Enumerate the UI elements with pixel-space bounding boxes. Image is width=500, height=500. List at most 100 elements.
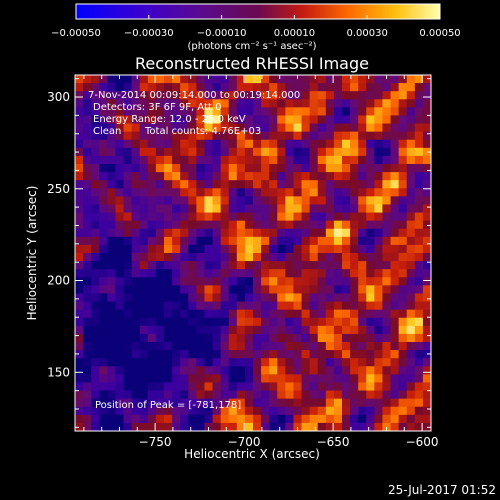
heatmap-cell	[123, 244, 133, 254]
heatmap-cell	[414, 422, 424, 431]
heatmap-cell	[204, 317, 214, 327]
heatmap-cell	[261, 244, 270, 254]
heatmap-cell	[139, 107, 149, 117]
heatmap-cell	[261, 180, 270, 189]
heatmap-cell	[115, 390, 125, 400]
heatmap-cell	[123, 91, 133, 100]
heatmap-cell	[253, 285, 262, 295]
heatmap-cell	[204, 390, 214, 400]
heatmap-cell	[333, 333, 343, 343]
heatmap-cell	[382, 220, 392, 230]
heatmap-cell	[382, 155, 392, 165]
heatmap-cell	[99, 293, 108, 303]
heatmap-cell	[172, 139, 181, 149]
heatmap-cell	[123, 301, 133, 311]
heatmap-cell	[107, 123, 117, 133]
heatmap-cell	[83, 422, 92, 431]
heatmap-cell	[333, 196, 343, 206]
heatmap-cell	[244, 180, 254, 189]
heatmap-cell	[228, 220, 238, 230]
heatmap-cell	[220, 83, 230, 92]
heatmap-cell	[406, 228, 416, 238]
heatmap-cell	[131, 244, 141, 254]
heatmap-cell	[390, 107, 400, 117]
heatmap-cell	[228, 301, 238, 311]
heatmap-cell	[139, 147, 149, 157]
heatmap-cell	[196, 301, 206, 311]
heatmap-cell	[382, 139, 392, 149]
heatmap-cell	[309, 99, 319, 108]
heatmap-cell	[172, 196, 181, 206]
heatmap-cell	[422, 309, 431, 319]
heatmap-cell	[131, 261, 141, 270]
heatmap-cell	[228, 172, 238, 181]
heatmap-cell	[261, 115, 270, 125]
heatmap-cell	[236, 325, 246, 335]
heatmap-cell	[75, 406, 84, 416]
heatmap-cell	[107, 131, 117, 141]
heatmap-cell	[196, 123, 206, 133]
heatmap-cell	[147, 366, 157, 375]
heatmap-cell	[293, 293, 303, 303]
heatmap-cell	[220, 115, 230, 125]
heatmap-cell	[147, 147, 157, 157]
heatmap-cell	[147, 390, 157, 400]
heatmap-cell	[244, 228, 254, 238]
heatmap-cell	[172, 350, 181, 359]
heatmap-cell	[414, 366, 424, 375]
heatmap-cell	[244, 390, 254, 400]
heatmap-cell	[366, 382, 375, 392]
heatmap-cell	[398, 91, 408, 100]
heatmap-cell	[301, 422, 311, 431]
heatmap-cell	[366, 253, 375, 262]
heatmap-cell	[293, 115, 303, 125]
heatmap-cell	[228, 285, 238, 295]
heatmap-cell	[91, 390, 100, 400]
heatmap-cell	[253, 236, 262, 246]
heatmap-cell	[285, 390, 295, 400]
heatmap-cell	[107, 236, 117, 246]
heatmap-cell	[147, 196, 157, 206]
heatmap-cell	[358, 139, 367, 149]
heatmap-cell	[75, 390, 84, 400]
heatmap-cell	[164, 382, 173, 392]
heatmap-cell	[293, 99, 303, 108]
heatmap-cell	[253, 155, 262, 165]
heatmap-cell	[350, 212, 359, 222]
heatmap-cell	[123, 382, 133, 392]
heatmap-cell	[325, 253, 335, 262]
heatmap-cell	[107, 220, 117, 230]
heatmap-cell	[285, 99, 295, 108]
heatmap-cell	[390, 180, 400, 189]
heatmap-cell	[253, 414, 262, 424]
heatmap-cell	[422, 99, 431, 108]
heatmap-cell	[406, 180, 416, 189]
heatmap-cell	[244, 366, 254, 375]
heatmap-cell	[188, 236, 197, 246]
heatmap-cell	[414, 414, 424, 424]
heatmap-cell	[277, 83, 286, 92]
heatmap-cell	[422, 155, 431, 165]
heatmap-cell	[212, 261, 222, 270]
heatmap-cell	[212, 293, 222, 303]
heatmap-cell	[301, 342, 311, 351]
heatmap-cell	[350, 123, 359, 133]
heatmap-cell	[204, 204, 214, 214]
heatmap-cell	[382, 164, 392, 173]
heatmap-cell	[317, 269, 327, 278]
heatmap-cell	[253, 180, 262, 189]
heatmap-cell	[188, 147, 197, 157]
heatmap-cell	[277, 333, 286, 343]
heatmap-cell	[293, 269, 303, 278]
heatmap-cell	[382, 414, 392, 424]
heatmap-cell	[414, 123, 424, 133]
heatmap-cell	[366, 123, 375, 133]
heatmap-cell	[422, 293, 431, 303]
heatmap-cell	[188, 301, 197, 311]
heatmap-cell	[366, 301, 375, 311]
heatmap-cell	[350, 196, 359, 206]
heatmap-cell	[204, 277, 214, 286]
heatmap-cell	[422, 317, 431, 327]
heatmap-cell	[342, 285, 351, 295]
heatmap-cell	[285, 196, 295, 206]
